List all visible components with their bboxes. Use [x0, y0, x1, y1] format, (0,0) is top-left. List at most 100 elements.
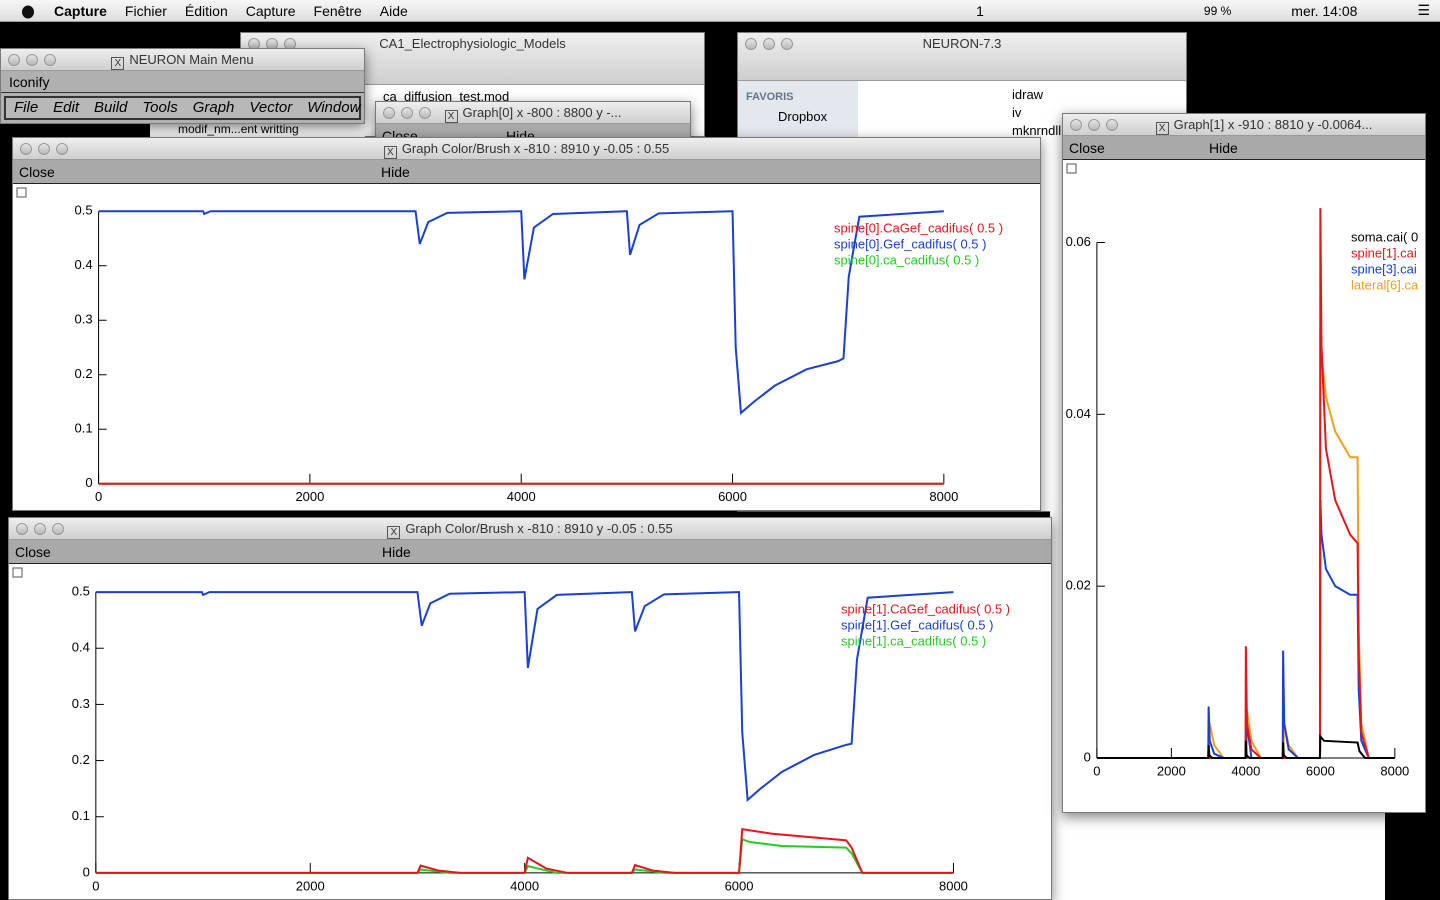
x-tick-label: 2000	[1157, 763, 1186, 778]
legend-entry: soma.cai( 0	[1351, 229, 1418, 244]
status-count[interactable]: 1	[976, 2, 984, 19]
window-title: Graph Color/Brush x -810 : 8910 y -0.05 …	[405, 521, 673, 536]
legend-entry: spine[1].cai	[1351, 245, 1417, 260]
file-item[interactable]: mknrndll	[1012, 123, 1062, 138]
file-item[interactable]: iv	[1012, 105, 1022, 120]
legend-entry: spine[3].cai	[1351, 261, 1417, 276]
trace	[1096, 733, 1395, 760]
button-bar: Close Hide	[1063, 136, 1425, 160]
menu[interactable]: Édition	[184, 2, 228, 19]
x-tick-label: 4000	[507, 489, 536, 504]
trace	[1096, 328, 1395, 760]
graph-window: X Graph[1] x -910 : 8810 y -0.0064... Clo…	[1062, 113, 1426, 813]
graph: 0 2000 4000 6000 8000 0 0.02 0.04 0.06 soma.cai( …	[1066, 163, 1419, 778]
y-tick-label: 0.02	[1066, 578, 1091, 593]
y-tick-label: 0.1	[72, 808, 90, 823]
x-tick-label: 0	[1093, 763, 1100, 778]
close-button[interactable]: Close	[15, 544, 51, 560]
title-bar: X Graph Color/Brush x -810 : 8910 y -0.05…	[9, 518, 1051, 540]
y-tick-label: 0.4	[72, 640, 90, 655]
apple-icon[interactable]	[20, 3, 36, 19]
menu[interactable]: Vector	[249, 99, 293, 116]
legend-entry: spine[0].CaGef_cadifus( 0.5 )	[834, 220, 1003, 235]
window-title: NEURON-7.3	[922, 36, 1002, 51]
close-button[interactable]: Close	[19, 164, 55, 180]
file-item[interactable]: ca_diffusion_test.mod	[383, 89, 510, 104]
legend-entry: spine[1].CaGef_cadifus( 0.5 )	[841, 601, 1010, 616]
plot-area: 0 2000 4000 6000 8000 0 0.1 0.2 0.3 0.4 0.5 spine[0…	[13, 184, 1040, 510]
resize-box	[12, 567, 23, 578]
menu-bar: Capture Fichier Édition Capture Fenêtre …	[0, 0, 1440, 22]
x-tick-label: 0	[95, 489, 102, 504]
file-item[interactable]: idraw	[1012, 87, 1044, 102]
spotlight[interactable]: ☰	[1417, 2, 1430, 18]
menu[interactable]: Edit	[53, 99, 80, 116]
main-menu-window: X NEURON Main Menu Iconify File Edit Build T…	[0, 48, 365, 124]
x-tick-label: 4000	[1231, 763, 1260, 778]
menu[interactable]: Fichier	[124, 2, 167, 19]
window-title: CA1_Electrophysiologic_Models	[379, 36, 566, 51]
x-tick-label: 8000	[1380, 763, 1409, 778]
trace	[95, 837, 954, 874]
file-item[interactable]: modif_nm...ent writting	[150, 122, 365, 138]
y-tick-label: 0	[85, 475, 92, 490]
x-tick-label: 8000	[929, 489, 958, 504]
x-tick-label: 8000	[939, 878, 968, 893]
menu[interactable]: Tools	[142, 99, 178, 116]
button-bar: Close Hide	[13, 160, 1040, 184]
trace	[1096, 208, 1395, 760]
resize-box	[16, 187, 27, 198]
plot-area: 0 2000 4000 6000 8000 0 0.1 0.2 0.3 0.4 0.5 spine[1…	[9, 564, 1051, 899]
hide-button[interactable]: Hide	[1209, 140, 1238, 156]
x-tick-label: 6000	[718, 489, 747, 504]
title-bar: NEURON-7.3	[738, 33, 1186, 81]
y-tick-label: 0.5	[75, 203, 93, 218]
plot-area: 0 2000 4000 6000 8000 0 0.02 0.04 0.06 soma.cai( …	[1063, 160, 1425, 812]
close-button[interactable]: Close	[1069, 140, 1105, 156]
graph-window: X Graph Color/Brush x -810 : 8910 y -0.05…	[8, 517, 1052, 900]
y-tick-label: 0.2	[72, 752, 90, 767]
window-title: Graph Color/Brush x -810 : 8910 y -0.05 …	[401, 141, 670, 156]
legend-entry: lateral[6].ca	[1351, 277, 1419, 292]
title-bar: X Graph[1] x -910 : 8810 y -0.0064...	[1063, 114, 1425, 136]
y-tick-label: 0.5	[72, 584, 90, 599]
menu[interactable]: File	[14, 99, 39, 116]
menu[interactable]: Window	[307, 99, 361, 116]
y-tick-label: 0.3	[75, 312, 93, 327]
graph: 0 2000 4000 6000 8000 0 0.1 0.2 0.3 0.4 0.5 spine[1…	[12, 567, 1010, 893]
menu[interactable]: Build	[94, 99, 128, 116]
resize-box	[1066, 163, 1077, 174]
iconify-button[interactable]: Iconify	[1, 71, 364, 93]
y-tick-label: 0.4	[75, 257, 93, 272]
title-bar: X NEURON Main Menu	[1, 49, 364, 71]
hide-button[interactable]: Hide	[382, 544, 411, 560]
y-tick-label: 0.06	[1066, 234, 1091, 249]
y-tick-label: 0.2	[75, 366, 93, 381]
x-tick-label: 2000	[295, 489, 324, 504]
x-tick-label: 2000	[296, 878, 325, 893]
y-tick-label: 0.1	[75, 421, 93, 436]
legend-entry: spine[1].ca_cadifus( 0.5 )	[841, 633, 986, 648]
window-title: NEURON Main Menu	[129, 52, 254, 67]
hide-button[interactable]: Hide	[381, 164, 410, 180]
menu[interactable]: Fenêtre	[313, 2, 362, 19]
window-title: Graph[1] x -910 : 8810 y -0.0064...	[1173, 117, 1373, 132]
battery[interactable]: 99 %	[1203, 3, 1232, 18]
legend-entry: spine[0].Gef_cadifus( 0.5 )	[834, 236, 986, 251]
x-tick-label: 6000	[725, 878, 754, 893]
trace	[98, 210, 944, 415]
trace	[95, 827, 954, 874]
sidebar-item[interactable]: Dropbox	[778, 109, 828, 124]
x-tick-label: 6000	[1306, 763, 1335, 778]
trace	[95, 591, 954, 802]
menu[interactable]: Graph	[192, 99, 235, 116]
menu[interactable]: Capture	[245, 2, 296, 19]
graph: 0 2000 4000 6000 8000 0 0.1 0.2 0.3 0.4 0.5 spine[0…	[16, 187, 1003, 504]
button-bar: Close Hide	[9, 540, 1051, 564]
clock[interactable]: mer. 14:08	[1291, 2, 1358, 19]
menu[interactable]: Aide	[379, 2, 408, 19]
app-menu[interactable]: Capture	[54, 2, 107, 19]
title-bar: X Graph Color/Brush x -810 : 8910 y -0.05…	[13, 138, 1040, 160]
window-title: Graph[0] x -800 : 8800 y -...	[462, 105, 622, 120]
